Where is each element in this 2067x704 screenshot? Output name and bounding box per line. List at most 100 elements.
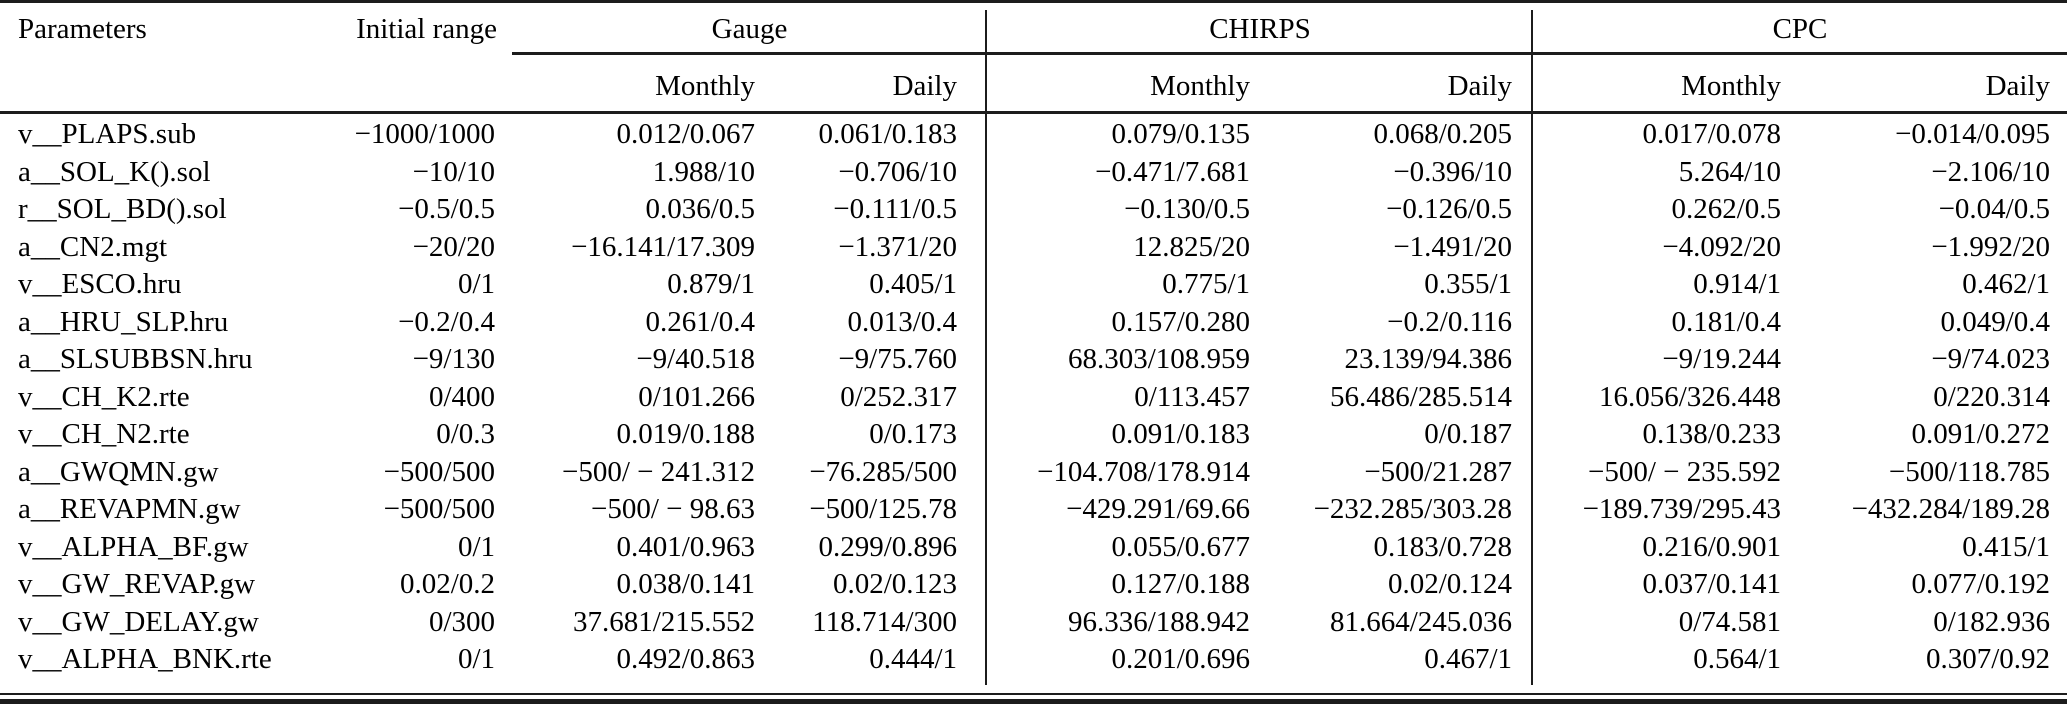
cpc-monthly-value: 0.216/0.901 bbox=[1642, 530, 1781, 563]
parameter-name: a__CN2.mgt bbox=[18, 230, 168, 263]
parameter-name: v__CH_N2.rte bbox=[18, 418, 190, 450]
chirps-monthly-value: −104.708/178.914 bbox=[1037, 455, 1250, 488]
header-gauge-daily: Daily bbox=[892, 70, 957, 102]
chirps-daily-value: 0.068/0.205 bbox=[1373, 118, 1512, 150]
chirps-monthly-value: 96.336/188.942 bbox=[1067, 605, 1250, 638]
table-body-grid: v__PLAPS.sub −1000/1000 0.012/0.067 0.061/0… bbox=[0, 116, 2067, 679]
chirps-daily-value: −0.396/10 bbox=[1393, 155, 1512, 188]
gauge-daily-value: 0.444/1 bbox=[869, 643, 957, 675]
gauge-monthly-value: 0.492/0.863 bbox=[616, 643, 755, 675]
chirps-monthly-value: 0.127/0.188 bbox=[1111, 568, 1250, 600]
gauge-monthly-value: 0.401/0.963 bbox=[616, 530, 755, 563]
gauge-daily-value: 0.02/0.123 bbox=[832, 568, 957, 600]
cpc-monthly-value: 0.181/0.4 bbox=[1671, 305, 1781, 338]
parameter-name: v__CH_K2.rte bbox=[18, 380, 190, 413]
table-row: a__SLSUBBSN.hru −9/130 −9/40.518 −9/75.760 6… bbox=[0, 341, 2067, 379]
cpc-monthly-value: 0.017/0.078 bbox=[1642, 118, 1781, 150]
initial-range-value: −0.5/0.5 bbox=[398, 193, 495, 225]
table-row: a__CN2.mgt −20/20 −16.141/17.309 −1.371/20 1… bbox=[0, 229, 2067, 267]
chirps-daily-value: 0/0.187 bbox=[1424, 418, 1512, 450]
chirps-daily-value: −500/21.287 bbox=[1364, 455, 1512, 488]
gauge-monthly-value: 0.879/1 bbox=[667, 268, 755, 300]
initial-range-value: 0/1 bbox=[457, 268, 495, 300]
table-row: v__CH_K2.rte 0/400 0/101.266 0/252.317 0/113… bbox=[0, 379, 2067, 417]
table-row: r__SOL_BD().sol −0.5/0.5 0.036/0.5 −0.111/0… bbox=[0, 191, 2067, 229]
parameter-name: a__REVAPMN.gw bbox=[18, 493, 241, 525]
initial-range-value: −9/130 bbox=[412, 343, 495, 375]
cpc-daily-value: −2.106/10 bbox=[1931, 155, 2050, 188]
cpc-monthly-value: 0.138/0.233 bbox=[1642, 418, 1781, 450]
initial-range-value: −1000/1000 bbox=[354, 118, 495, 150]
chirps-daily-value: −232.285/303.28 bbox=[1313, 493, 1512, 525]
table-row: v__PLAPS.sub −1000/1000 0.012/0.067 0.061/0… bbox=[0, 116, 2067, 154]
initial-range-value: 0.02/0.2 bbox=[399, 568, 495, 600]
cpc-monthly-value: −189.739/295.43 bbox=[1582, 493, 1781, 525]
header-group-chirps: CHIRPS bbox=[1209, 13, 1311, 45]
gauge-daily-value: −0.706/10 bbox=[838, 155, 957, 188]
chirps-monthly-value: 68.303/108.959 bbox=[1067, 343, 1250, 375]
top-rule bbox=[0, 0, 2067, 3]
gauge-monthly-value: −500/ − 98.63 bbox=[590, 493, 755, 525]
initial-range-value: −20/20 bbox=[412, 230, 495, 263]
parameter-name: v__ESCO.hru bbox=[18, 268, 182, 300]
cpc-daily-value: 0/182.936 bbox=[1933, 605, 2050, 638]
table-row: v__ESCO.hru 0/1 0.879/1 0.405/1 0.775/1 0.355… bbox=[0, 266, 2067, 304]
bottom-rule-thin bbox=[0, 693, 2067, 695]
table-row: a__HRU_SLP.hru −0.2/0.4 0.261/0.4 0.013/0.4… bbox=[0, 304, 2067, 342]
cpc-daily-value: 0.462/1 bbox=[1962, 268, 2050, 300]
group-header-underline-rule bbox=[512, 52, 2067, 55]
gauge-monthly-value: −500/ − 241.312 bbox=[561, 455, 755, 488]
chirps-monthly-value: 0.091/0.183 bbox=[1111, 418, 1250, 450]
chirps-daily-value: −0.126/0.5 bbox=[1386, 193, 1512, 225]
initial-range-value: −500/500 bbox=[383, 455, 495, 488]
gauge-daily-value: 0.013/0.4 bbox=[847, 305, 957, 338]
chirps-daily-value: 23.139/94.386 bbox=[1344, 343, 1512, 375]
parameter-name: r__SOL_BD().sol bbox=[18, 193, 227, 225]
chirps-monthly-value: −0.471/7.681 bbox=[1095, 155, 1250, 188]
cpc-monthly-value: 0.914/1 bbox=[1693, 268, 1781, 300]
cpc-daily-value: 0/220.314 bbox=[1933, 380, 2050, 413]
header-gauge-monthly: Monthly bbox=[655, 70, 755, 102]
vertical-divider-gauge-chirps bbox=[985, 10, 987, 685]
gauge-monthly-value: 0.019/0.188 bbox=[616, 418, 755, 450]
gauge-daily-value: 0/0.173 bbox=[869, 418, 957, 450]
parameter-name: v__ALPHA_BNK.rte bbox=[18, 643, 272, 675]
chirps-monthly-value: 0/113.457 bbox=[1134, 380, 1250, 413]
cpc-monthly-value: 0.564/1 bbox=[1693, 643, 1781, 675]
cpc-monthly-value: 0.037/0.141 bbox=[1642, 568, 1781, 600]
gauge-daily-value: −1.371/20 bbox=[838, 230, 957, 263]
cpc-daily-value: −0.04/0.5 bbox=[1938, 193, 2050, 225]
initial-range-value: −10/10 bbox=[412, 155, 495, 188]
initial-range-value: −0.2/0.4 bbox=[398, 305, 495, 338]
cpc-daily-value: −432.284/189.28 bbox=[1851, 493, 2050, 525]
chirps-daily-value: 0.355/1 bbox=[1424, 268, 1512, 300]
cpc-monthly-value: −500/ − 235.592 bbox=[1587, 455, 1781, 488]
table-row: v__ALPHA_BNK.rte 0/1 0.492/0.863 0.444/1 0.2… bbox=[0, 641, 2067, 679]
initial-range-value: −500/500 bbox=[383, 493, 495, 525]
table-row: a__GWQMN.gw −500/500 −500/ − 241.312 −76.28… bbox=[0, 454, 2067, 492]
table-row: v__GW_REVAP.gw 0.02/0.2 0.038/0.141 0.02/0.… bbox=[0, 566, 2067, 604]
table-row: a__REVAPMN.gw −500/500 −500/ − 98.63 −500/1… bbox=[0, 491, 2067, 529]
cpc-daily-value: 0.307/0.92 bbox=[1925, 643, 2050, 675]
gauge-daily-value: −0.111/0.5 bbox=[833, 193, 957, 225]
cpc-monthly-value: 0/74.581 bbox=[1678, 605, 1781, 638]
initial-range-value: 0/0.3 bbox=[436, 418, 495, 450]
gauge-daily-value: −500/125.78 bbox=[809, 493, 957, 525]
parameter-name: a__SOL_K().sol bbox=[18, 155, 211, 188]
parameter-name: v__ALPHA_BF.gw bbox=[18, 530, 249, 563]
table-row: v__GW_DELAY.gw 0/300 37.681/215.552 118.714… bbox=[0, 604, 2067, 642]
cpc-monthly-value: 16.056/326.448 bbox=[1598, 380, 1781, 413]
initial-range-value: 0/400 bbox=[428, 380, 495, 413]
gauge-daily-value: 0/252.317 bbox=[840, 380, 957, 413]
gauge-monthly-value: 0.261/0.4 bbox=[645, 305, 755, 338]
cpc-daily-value: 0.049/0.4 bbox=[1940, 305, 2050, 338]
gauge-daily-value: 118.714/300 bbox=[812, 605, 957, 638]
cpc-daily-value: −500/118.785 bbox=[1888, 455, 2050, 488]
chirps-daily-value: 0.02/0.124 bbox=[1387, 568, 1512, 600]
header-parameters: Parameters bbox=[18, 13, 147, 45]
header-initial-range: Initial range bbox=[356, 13, 497, 45]
chirps-daily-value: 0.183/0.728 bbox=[1373, 530, 1512, 563]
chirps-monthly-value: 0.079/0.135 bbox=[1111, 118, 1250, 150]
gauge-daily-value: 0.405/1 bbox=[869, 268, 957, 300]
